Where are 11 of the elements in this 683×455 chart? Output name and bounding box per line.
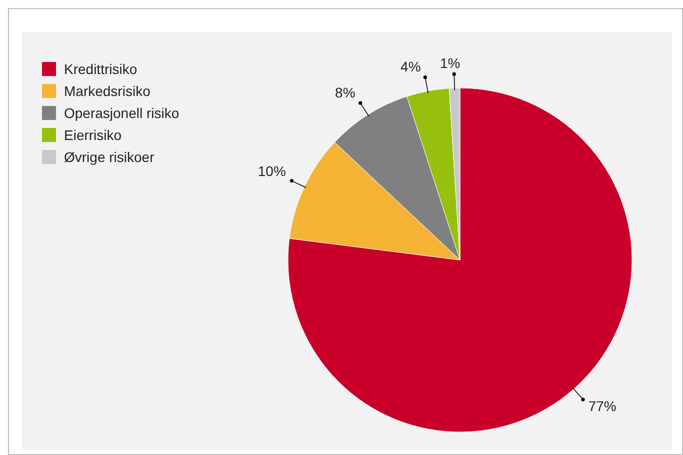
legend-label: Markedsrisiko [64,83,151,99]
pie-slice [288,88,632,432]
data-label: 10% [258,162,286,179]
legend-label: Operasjonell risiko [64,105,180,121]
data-label: 1% [440,55,460,72]
data-label: 77% [588,398,616,414]
legend-label: Eierrisiko [64,127,122,143]
legend-label: Kredittrisiko [64,61,138,77]
data-label: 4% [400,58,421,74]
legend-label: Øvrige risikoer [64,149,155,165]
data-label: 8% [335,84,356,100]
